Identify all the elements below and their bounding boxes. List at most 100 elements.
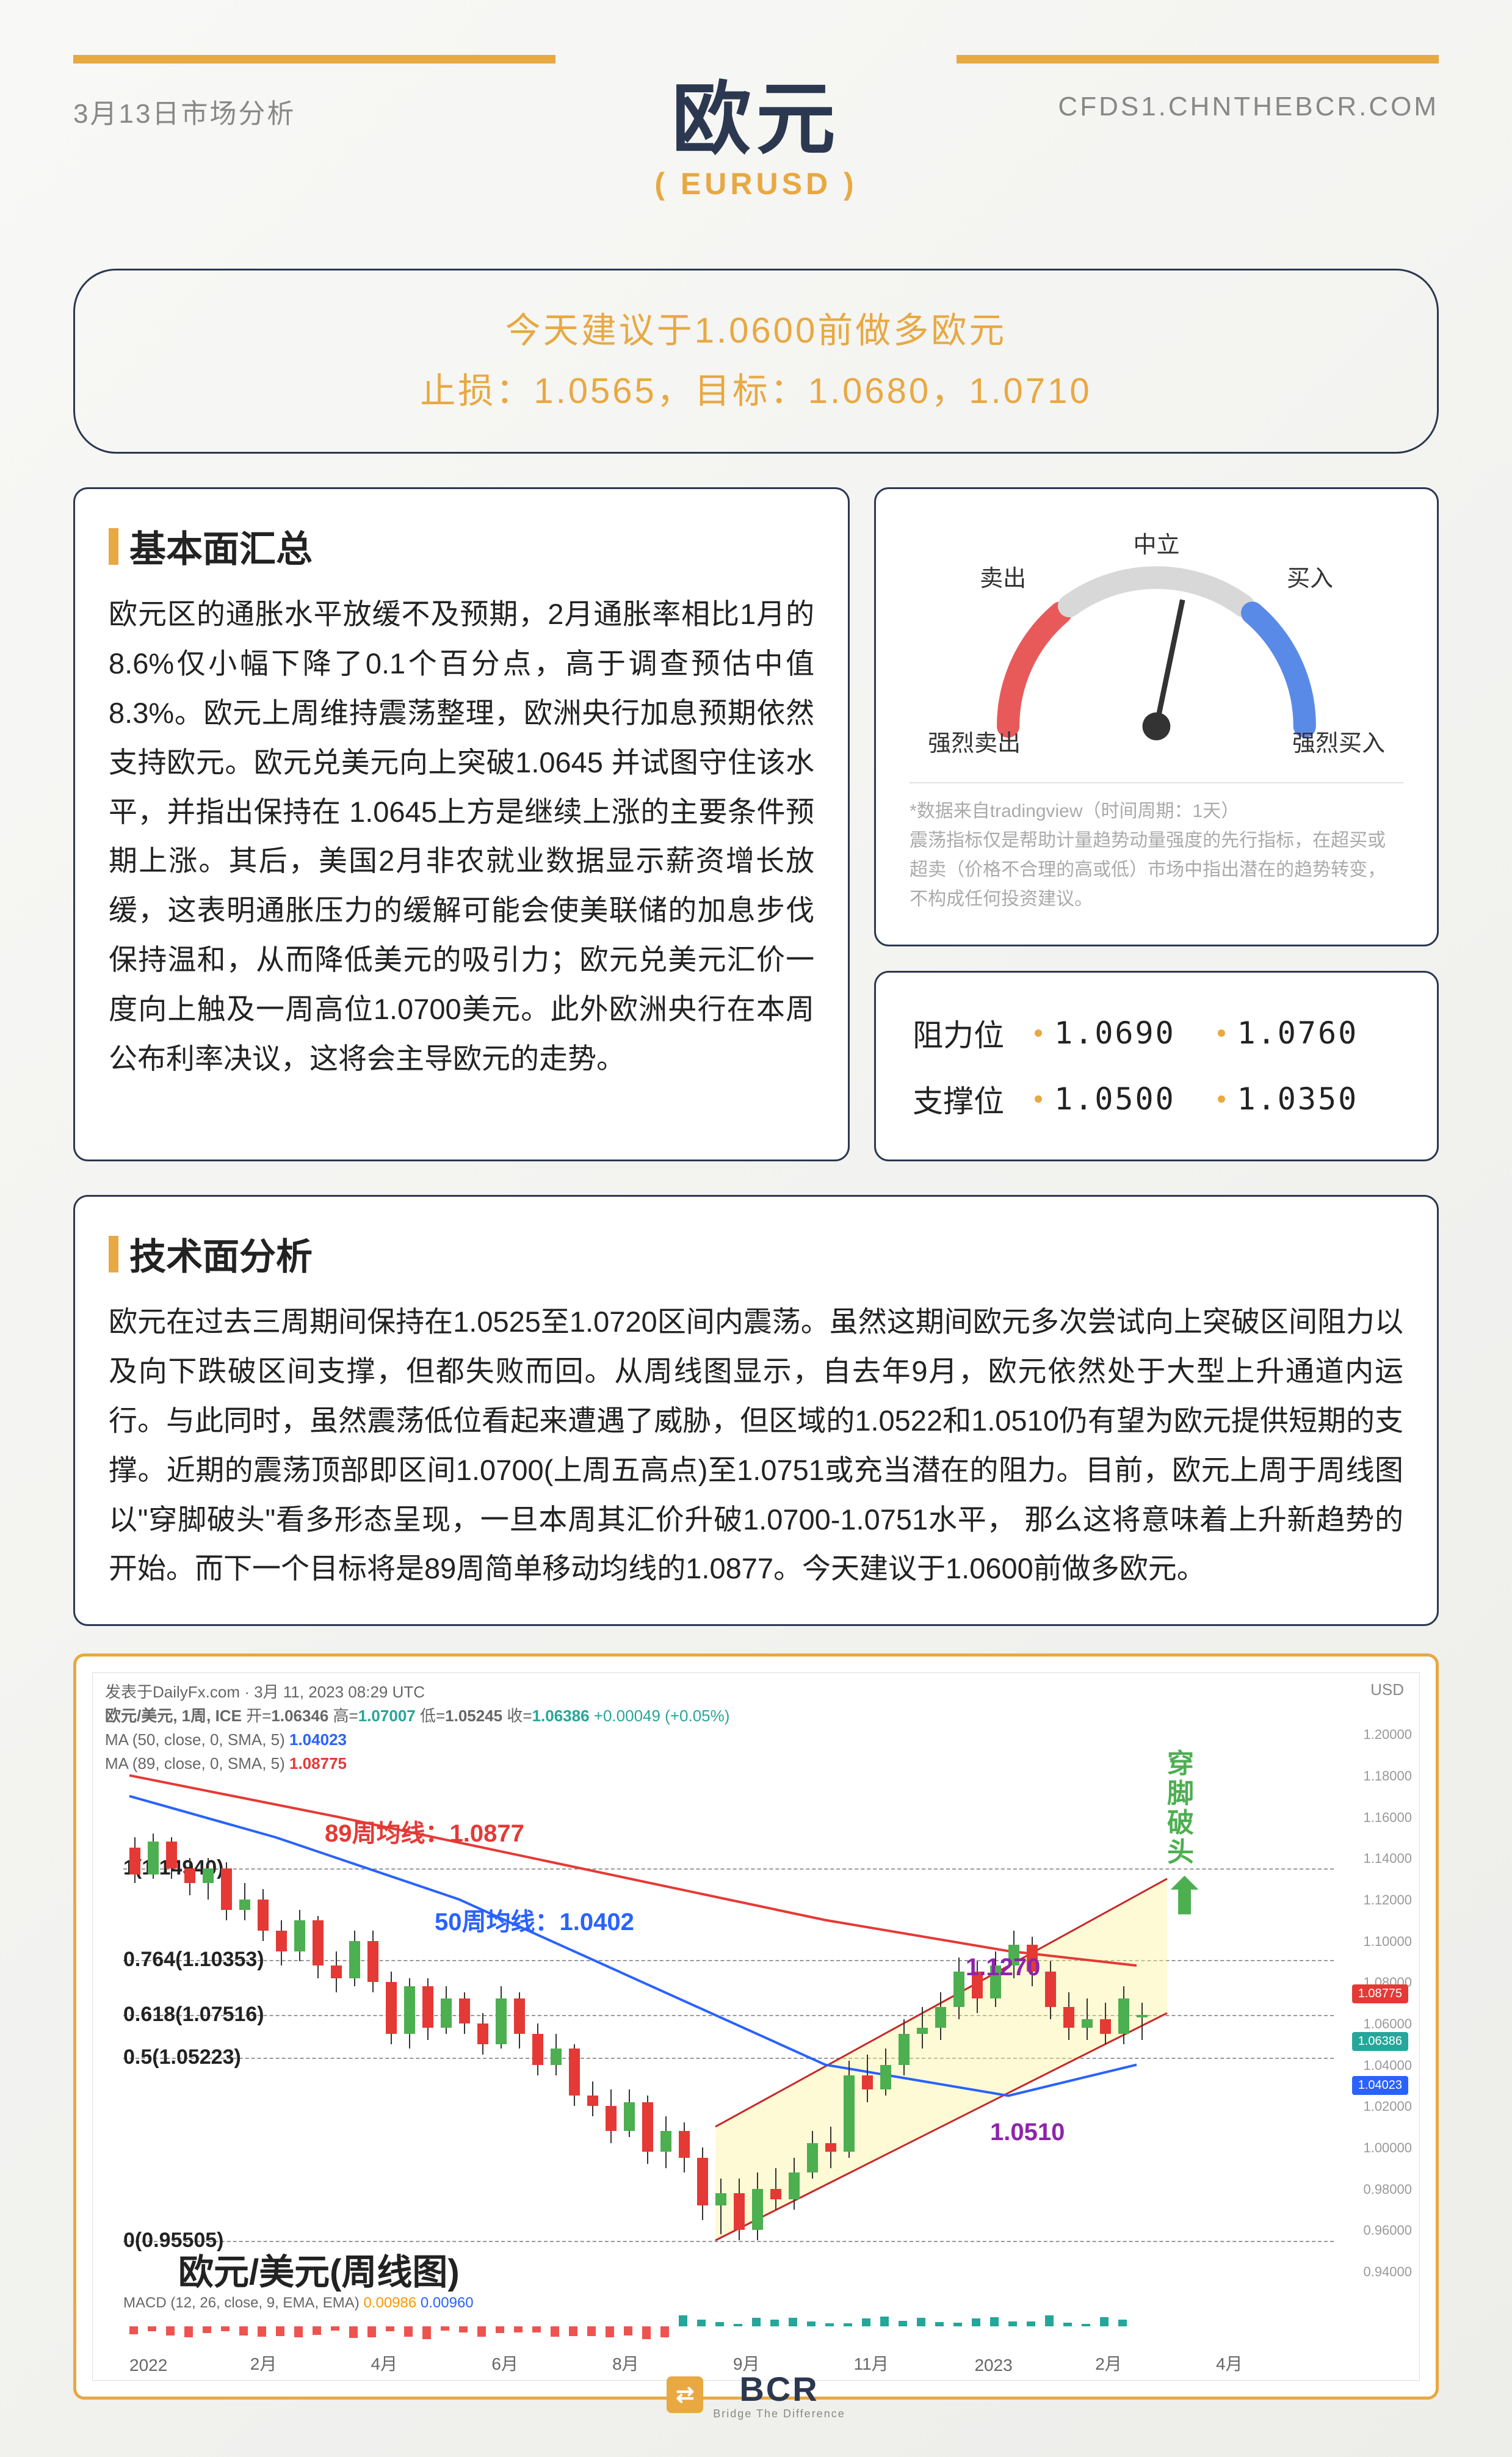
candle [1118,1998,1129,2034]
candle [1045,1972,1056,2007]
candle [844,2075,855,2152]
candle [551,2049,562,2065]
candle-wick [720,2179,722,2234]
price-tag: 1.06386 [1352,2032,1408,2051]
candle [642,2102,653,2152]
candle [587,2096,598,2106]
gauge-sell: 卖出 [980,559,1026,593]
chart-annotation: 50周均线：1.0402 [435,1902,634,1937]
candle [441,1998,452,2027]
levels-card: 阻力位 1.0690 1.0760 支撑位 1.0500 1.0350 [874,971,1439,1161]
macd-bar [184,2326,193,2337]
gauge-neutral: 中立 [1134,526,1180,559]
candle [1137,2015,1148,2017]
macd-bar [349,2326,358,2338]
technical-title: 技术面分析 [109,1227,1403,1280]
macd-bar [624,2326,632,2335]
chart-annotation: 89周均线：1.0877 [325,1813,524,1849]
candle [331,1965,342,1978]
macd-bar [367,2326,376,2337]
macd-bar [880,2317,889,2326]
macd-bar [807,2321,816,2327]
candle [477,2023,488,2044]
candle [807,2143,818,2172]
candle [203,1868,214,1883]
macd-bar [532,2326,541,2332]
title-bar-icon [109,528,118,565]
macd-bar [752,2318,761,2326]
candle [166,1842,177,1868]
macd-bar [606,2326,614,2337]
candle [459,1998,470,2023]
candle [532,2034,543,2065]
macd-bar [569,2326,577,2336]
gauge-buy: 买入 [1287,559,1333,593]
fundamentals-text: 欧元区的通胀水平放缓不及预期，2月通胀率相比1月的8.6%仅小幅下降了0.1个百… [109,590,814,1083]
gauge-disclaimer: *数据来自tradingview（时间周期：1天） 震荡指标仅是帮助计量趋势动量… [910,782,1403,914]
gauge-card: 强烈卖出 卖出 中立 买入 强烈买入 *数据来自tradingview（时间周期… [874,487,1439,946]
macd-bar [276,2326,284,2335]
macd-bar [221,2326,230,2331]
url-label: CFDS1.CHNTHEBCR.COM [1058,92,1439,122]
macd-bar [642,2326,651,2339]
candle [514,1998,525,2034]
pattern-label: 穿 脚 破 头 [1167,1749,1194,1868]
rec-line-2: 止损：1.0565，目标：1.0680，1.0710 [112,361,1400,422]
arrow-up-icon: ⬆ [1164,1868,1205,1925]
chart-annotation: 1.0510 [990,2119,1065,2146]
macd-bar [1027,2321,1035,2326]
macd-bar [844,2323,852,2326]
chart-card: 发表于DailyFx.com · 3月 11, 2023 08:29 UTC 欧… [73,1653,1439,2400]
macd-bar [1063,2323,1072,2326]
macd-bar [459,2326,468,2332]
macd-bar [1045,2315,1054,2327]
candle [349,1941,360,1978]
macd-bar [404,2326,413,2337]
macd-bar [386,2326,394,2331]
technical-card: 技术面分析 欧元在过去三周期间保持在1.0525至1.0720区间内震荡。虽然这… [73,1195,1439,1626]
candle [825,2143,836,2152]
macd-bar [862,2318,870,2326]
macd-bar [203,2326,211,2333]
macd-bar [551,2326,559,2336]
resistance-row: 阻力位 1.0690 1.0760 [913,1000,1400,1066]
fundamentals-card: 基本面汇总 欧元区的通胀水平放缓不及预期，2月通胀率相比1月的8.6%仅小幅下降… [73,487,850,1161]
macd-bar [422,2326,431,2339]
candle [239,1900,250,1910]
candle [935,2007,946,2028]
header-rule-right [957,55,1439,64]
logo-icon: ⇄ [667,2376,703,2413]
candle [715,2193,726,2205]
candle [1100,2019,1111,2034]
macd-bar [496,2326,504,2332]
header-rule-left [73,55,555,64]
chart-annotation: 1.1270 [966,1954,1040,1981]
macd-bar [258,2326,266,2337]
macd-bar [825,2323,834,2326]
macd-bar [294,2326,303,2337]
macd-bar [1008,2321,1017,2326]
price-tag: 1.08775 [1352,1984,1408,2003]
chart: 发表于DailyFx.com · 3月 11, 2023 08:29 UTC 欧… [92,1672,1420,2381]
candle [917,2028,928,2034]
candle [496,1998,507,2044]
macd-bar [935,2322,944,2327]
candle [404,1986,415,2034]
dot-icon [1218,1095,1225,1103]
macd-bar [770,2320,779,2326]
price-tag: 1.04023 [1352,2076,1408,2095]
technical-text: 欧元在过去三周期间保持在1.0525至1.0720区间内震荡。虽然这期间欧元多次… [109,1297,1403,1594]
macd-bar [313,2326,321,2335]
macd-bar [697,2320,706,2326]
candle [569,2049,580,2096]
support-row: 支撑位 1.0500 1.0350 [913,1066,1400,1132]
macd-label: MACD (12, 26, close, 9, EMA, EMA) 0.0098… [123,2295,474,2312]
macd-bar [679,2315,687,2326]
candle [679,2131,690,2158]
candle [770,2189,781,2199]
macd-bar [899,2321,907,2327]
dot-icon [1218,1029,1225,1037]
dot-icon [1035,1029,1042,1037]
macd-bar [239,2326,248,2335]
candle [294,1920,305,1951]
